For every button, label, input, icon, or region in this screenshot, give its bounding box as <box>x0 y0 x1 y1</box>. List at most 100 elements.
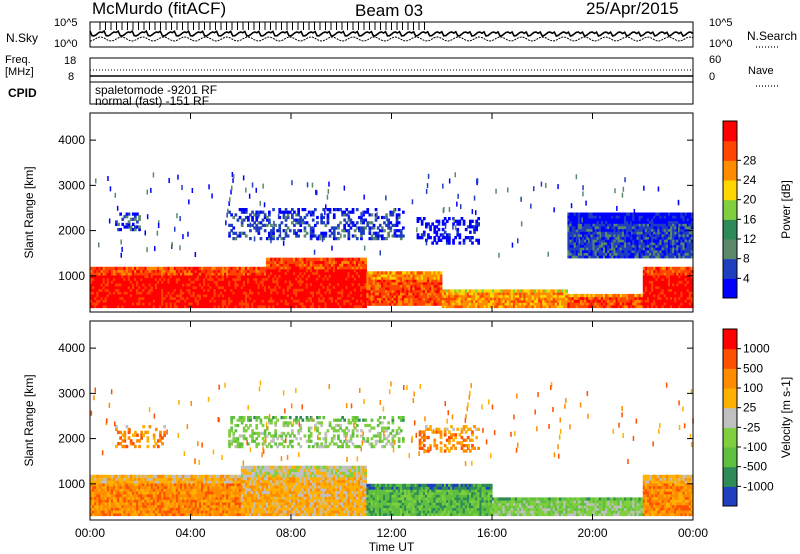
heatmap-cell <box>433 279 437 283</box>
heatmap-cell <box>538 302 541 306</box>
heatmap-cell <box>649 231 652 235</box>
heatmap-cell <box>177 291 181 295</box>
heatmap-cell <box>469 222 472 226</box>
heatmap-cell <box>586 304 589 309</box>
heatmap-cell <box>479 292 483 296</box>
heatmap-cell <box>448 217 451 221</box>
heatmap-cell <box>550 297 554 301</box>
heatmap-cell <box>406 279 409 283</box>
heatmap-cell <box>299 229 303 233</box>
heatmap-cell <box>345 301 349 306</box>
heatmap-cell <box>376 287 380 291</box>
heatmap-cell <box>360 293 363 298</box>
heatmap-cell <box>221 277 225 281</box>
heatmap-cell <box>263 304 267 309</box>
heatmap-cell <box>228 280 231 284</box>
heatmap-cell <box>360 288 363 292</box>
heatmap-cell <box>247 302 250 306</box>
heatmap-cell <box>113 269 116 273</box>
heatmap-cell <box>270 290 273 295</box>
heatmap-cell <box>469 297 472 301</box>
heatmap-cell <box>345 277 349 281</box>
heatmap-cell <box>575 299 579 303</box>
heatmap-cell <box>295 231 298 235</box>
heatmap-cell <box>138 277 141 281</box>
heatmap-cell <box>322 215 326 220</box>
heatmap-cell <box>617 255 621 259</box>
heatmap-cell <box>347 288 351 292</box>
heatmap-cell <box>682 283 686 287</box>
heatmap-cell <box>387 276 390 280</box>
heatmap-cell <box>630 233 633 238</box>
heatmap-cell <box>370 226 374 230</box>
heatmap-cell <box>332 293 336 298</box>
heatmap-cell <box>102 291 106 295</box>
heatmap-cell <box>337 296 340 300</box>
heatmap-cell <box>104 283 108 287</box>
heatmap-cell <box>299 285 303 289</box>
heatmap-cell <box>663 277 667 281</box>
heatmap-cell <box>613 293 617 298</box>
heatmap-cell <box>351 223 355 227</box>
heatmap-cell <box>584 255 587 259</box>
heatmap-cell <box>584 299 587 303</box>
heatmap-cell <box>211 293 215 298</box>
heatmap-cell <box>134 215 137 219</box>
heatmap-cell <box>680 285 684 290</box>
heatmap-cell <box>280 282 284 286</box>
heatmap-cell <box>213 266 217 271</box>
heatmap-cell <box>152 291 156 295</box>
heatmap-cell <box>301 282 305 286</box>
heatmap-cell <box>324 290 328 295</box>
heatmap-cell <box>527 294 531 298</box>
heatmap-cell <box>142 296 145 300</box>
heatmap-cell <box>571 247 575 251</box>
heatmap-cell <box>674 296 677 300</box>
heatmap-cell <box>450 302 453 306</box>
heatmap-cell <box>328 268 332 273</box>
heatmap-cell <box>630 236 633 240</box>
heatmap-cell <box>165 266 169 271</box>
heatmap-cell <box>165 269 169 273</box>
heatmap-cell <box>383 292 386 296</box>
heatmap-cell <box>240 272 244 276</box>
heatmap-cell <box>644 296 648 300</box>
heatmap-cell <box>240 221 244 225</box>
heatmap-cell <box>431 297 434 301</box>
heatmap-cell <box>110 274 114 279</box>
heatmap-cell <box>339 301 342 306</box>
heatmap-cell <box>215 304 219 309</box>
heatmap-cell <box>268 268 271 273</box>
heatmap-cell <box>104 280 108 284</box>
heatmap-cell <box>228 277 231 281</box>
heatmap-cell <box>646 249 650 253</box>
heatmap-cell <box>651 231 654 235</box>
heatmap-cell <box>360 279 363 284</box>
heatmap-cell <box>232 215 236 220</box>
heatmap-cell <box>360 260 363 264</box>
heatmap-cell <box>410 294 413 298</box>
heatmap-cell <box>667 223 671 227</box>
heatmap-cell <box>632 236 635 240</box>
heatmap-cell <box>619 212 623 216</box>
heatmap-cell <box>247 285 250 290</box>
heatmap-cell <box>427 294 430 298</box>
heatmap-cell <box>395 289 399 293</box>
heatmap-cell <box>341 263 344 267</box>
heatmap-cell <box>119 302 122 306</box>
heatmap-cell <box>435 273 439 278</box>
heatmap-cell <box>167 302 171 306</box>
heatmap-cell <box>670 304 673 309</box>
heatmap-cell <box>420 236 424 240</box>
heatmap-cell <box>163 302 166 306</box>
heatmap-cell <box>259 272 263 276</box>
heatmap-cell <box>590 239 594 243</box>
heatmap-cell <box>636 302 640 306</box>
heatmap-cell <box>314 208 317 212</box>
heatmap-cell <box>636 223 640 227</box>
heatmap-cell <box>435 284 439 288</box>
heatmap-cell <box>355 260 359 264</box>
heatmap-cell <box>247 218 250 222</box>
heatmap-cell <box>531 297 535 301</box>
heatmap-cell <box>619 231 623 235</box>
